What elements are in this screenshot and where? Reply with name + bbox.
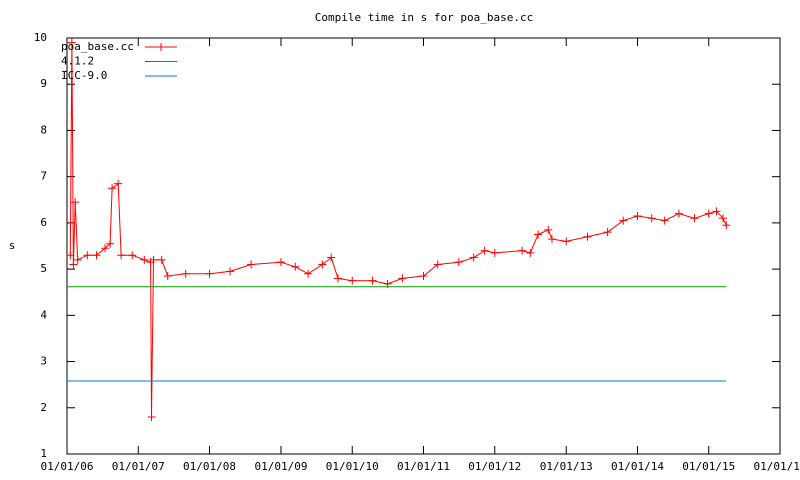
plot-frame (66, 37, 781, 455)
data-point (117, 251, 126, 260)
y-tick-label: 9 (40, 77, 47, 90)
data-point (398, 274, 407, 283)
legend-label: 4.1.2 (61, 55, 94, 68)
x-tick-label: 01/01/11 (397, 460, 450, 473)
series-line (69, 42, 727, 418)
data-point (547, 235, 556, 244)
data-point (419, 272, 428, 281)
data-point (633, 211, 642, 220)
data-point (69, 260, 78, 269)
data-point (348, 276, 357, 285)
data-point (73, 255, 82, 264)
data-point (603, 228, 612, 237)
data-point (291, 262, 300, 271)
chart-title: Compile time in s for poa_base.cc (315, 11, 534, 24)
data-point (690, 214, 699, 223)
data-point (722, 221, 731, 230)
data-point (518, 246, 527, 255)
y-tick-label: 3 (40, 355, 47, 368)
data-point (181, 269, 190, 278)
data-point (327, 253, 336, 262)
legend-label: ICC-9.0 (61, 69, 107, 82)
data-point (469, 253, 478, 262)
data-point (157, 255, 166, 264)
y-tick-label: 6 (40, 216, 47, 229)
data-point (454, 258, 463, 267)
y-tick-label: 4 (40, 308, 47, 321)
data-point (718, 214, 727, 223)
x-tick-label: 01/01/16 (754, 460, 800, 473)
data-point (544, 225, 553, 234)
y-tick-label: 5 (40, 262, 47, 275)
data-point (66, 251, 75, 260)
data-point (674, 209, 683, 218)
legend-marker (157, 43, 165, 51)
x-tick-label: 01/01/12 (468, 460, 521, 473)
data-point (226, 267, 235, 276)
data-point (92, 251, 101, 260)
x-tick-label: 01/01/13 (540, 460, 593, 473)
data-point (163, 272, 172, 281)
data-point (480, 246, 489, 255)
data-point (83, 251, 92, 260)
y-tick-label: 10 (34, 31, 47, 44)
x-tick-label: 01/01/08 (183, 460, 236, 473)
legend-label: poa_base.cc (61, 40, 134, 53)
data-point (149, 255, 158, 264)
data-point (660, 216, 669, 225)
data-point (619, 216, 628, 225)
y-tick-label: 8 (40, 123, 47, 136)
data-point (140, 255, 149, 264)
x-tick-label: 01/01/14 (611, 460, 664, 473)
data-point (247, 260, 256, 269)
x-tick-label: 01/01/06 (41, 460, 94, 473)
data-point (114, 179, 123, 188)
data-point (490, 248, 499, 257)
data-point (67, 38, 76, 47)
data-point (147, 413, 156, 422)
data-point (101, 244, 110, 253)
x-tick-label: 01/01/09 (254, 460, 307, 473)
data-point (108, 184, 117, 193)
x-tick-label: 01/01/10 (326, 460, 379, 473)
data-point (205, 269, 214, 278)
data-point (433, 260, 442, 269)
y-tick-label: 1 (40, 447, 47, 460)
data-point (318, 260, 327, 269)
data-point (368, 276, 377, 285)
data-point (704, 209, 713, 218)
data-point (71, 198, 80, 207)
data-point (534, 230, 543, 239)
x-tick-label: 01/01/07 (112, 460, 165, 473)
data-point (647, 214, 656, 223)
data-point (304, 269, 313, 278)
data-point (128, 251, 137, 260)
data-point (583, 232, 592, 241)
data-point (712, 207, 721, 216)
data-point (333, 274, 342, 283)
data-point (526, 248, 535, 257)
data-point (106, 239, 115, 248)
y-axis-label: s (9, 239, 16, 252)
y-tick-label: 2 (40, 401, 47, 414)
data-point (276, 258, 285, 267)
x-tick-label: 01/01/15 (682, 460, 735, 473)
data-point (562, 237, 571, 246)
y-tick-label: 7 (40, 170, 47, 183)
